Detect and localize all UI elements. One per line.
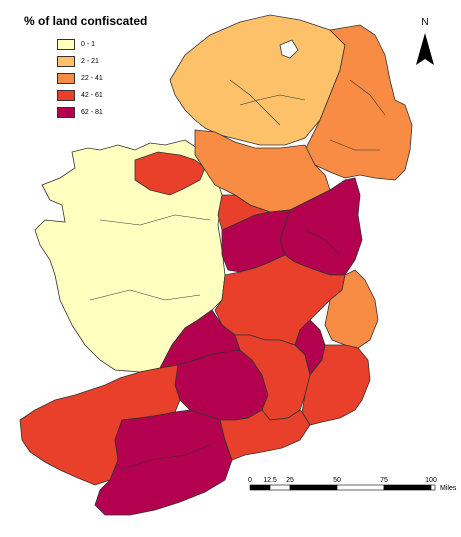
legend-label: 62 - 81 — [81, 109, 103, 116]
legend-item: 2 - 21 — [57, 53, 147, 70]
scale-tick-label: 25 — [286, 477, 294, 484]
legend-item: 62 - 81 — [57, 104, 147, 121]
legend-swatch — [57, 107, 75, 118]
region-wexford — [301, 344, 371, 426]
legend-title: % of land confiscated — [24, 14, 148, 28]
legend-label: 42 - 61 — [81, 92, 103, 99]
scale-tick-label: 12.5 — [263, 477, 277, 484]
legend-label: 22 - 41 — [81, 75, 103, 82]
scale-unit-label: Miles — [440, 485, 457, 492]
legend-item: 22 - 41 — [57, 70, 147, 87]
legend-swatch — [57, 56, 75, 67]
legend-label: 2 - 21 — [81, 58, 99, 65]
north-arrow: N — [416, 17, 434, 65]
legend-label: 0 - 1 — [81, 41, 96, 48]
scale-tick-label: 100 — [425, 477, 437, 484]
region-ulster-northeast — [304, 24, 413, 181]
lough — [279, 39, 299, 59]
region-leitrim — [134, 151, 206, 196]
legend: % of land confiscated 0 - 1 2 - 21 22 - 41… — [14, 14, 147, 121]
region-cork — [94, 409, 233, 516]
legend-swatch — [57, 39, 75, 50]
scale-tick-label: 75 — [380, 477, 388, 484]
internal-boundaries — [89, 79, 386, 471]
legend-item: 42 - 61 — [57, 87, 147, 104]
legend-swatch — [57, 73, 75, 84]
legend-item: 0 - 1 — [57, 36, 147, 53]
north-arrow-icon — [416, 33, 434, 65]
legend-rows: 0 - 1 2 - 21 22 - 41 42 - 61 62 - 81 — [14, 36, 147, 121]
scale-tick-label: 0 — [248, 477, 252, 484]
scale-tick-label: 50 — [333, 477, 341, 484]
north-arrow-label: N — [421, 17, 428, 28]
legend-swatch — [57, 90, 75, 101]
region-waterford — [219, 409, 311, 461]
